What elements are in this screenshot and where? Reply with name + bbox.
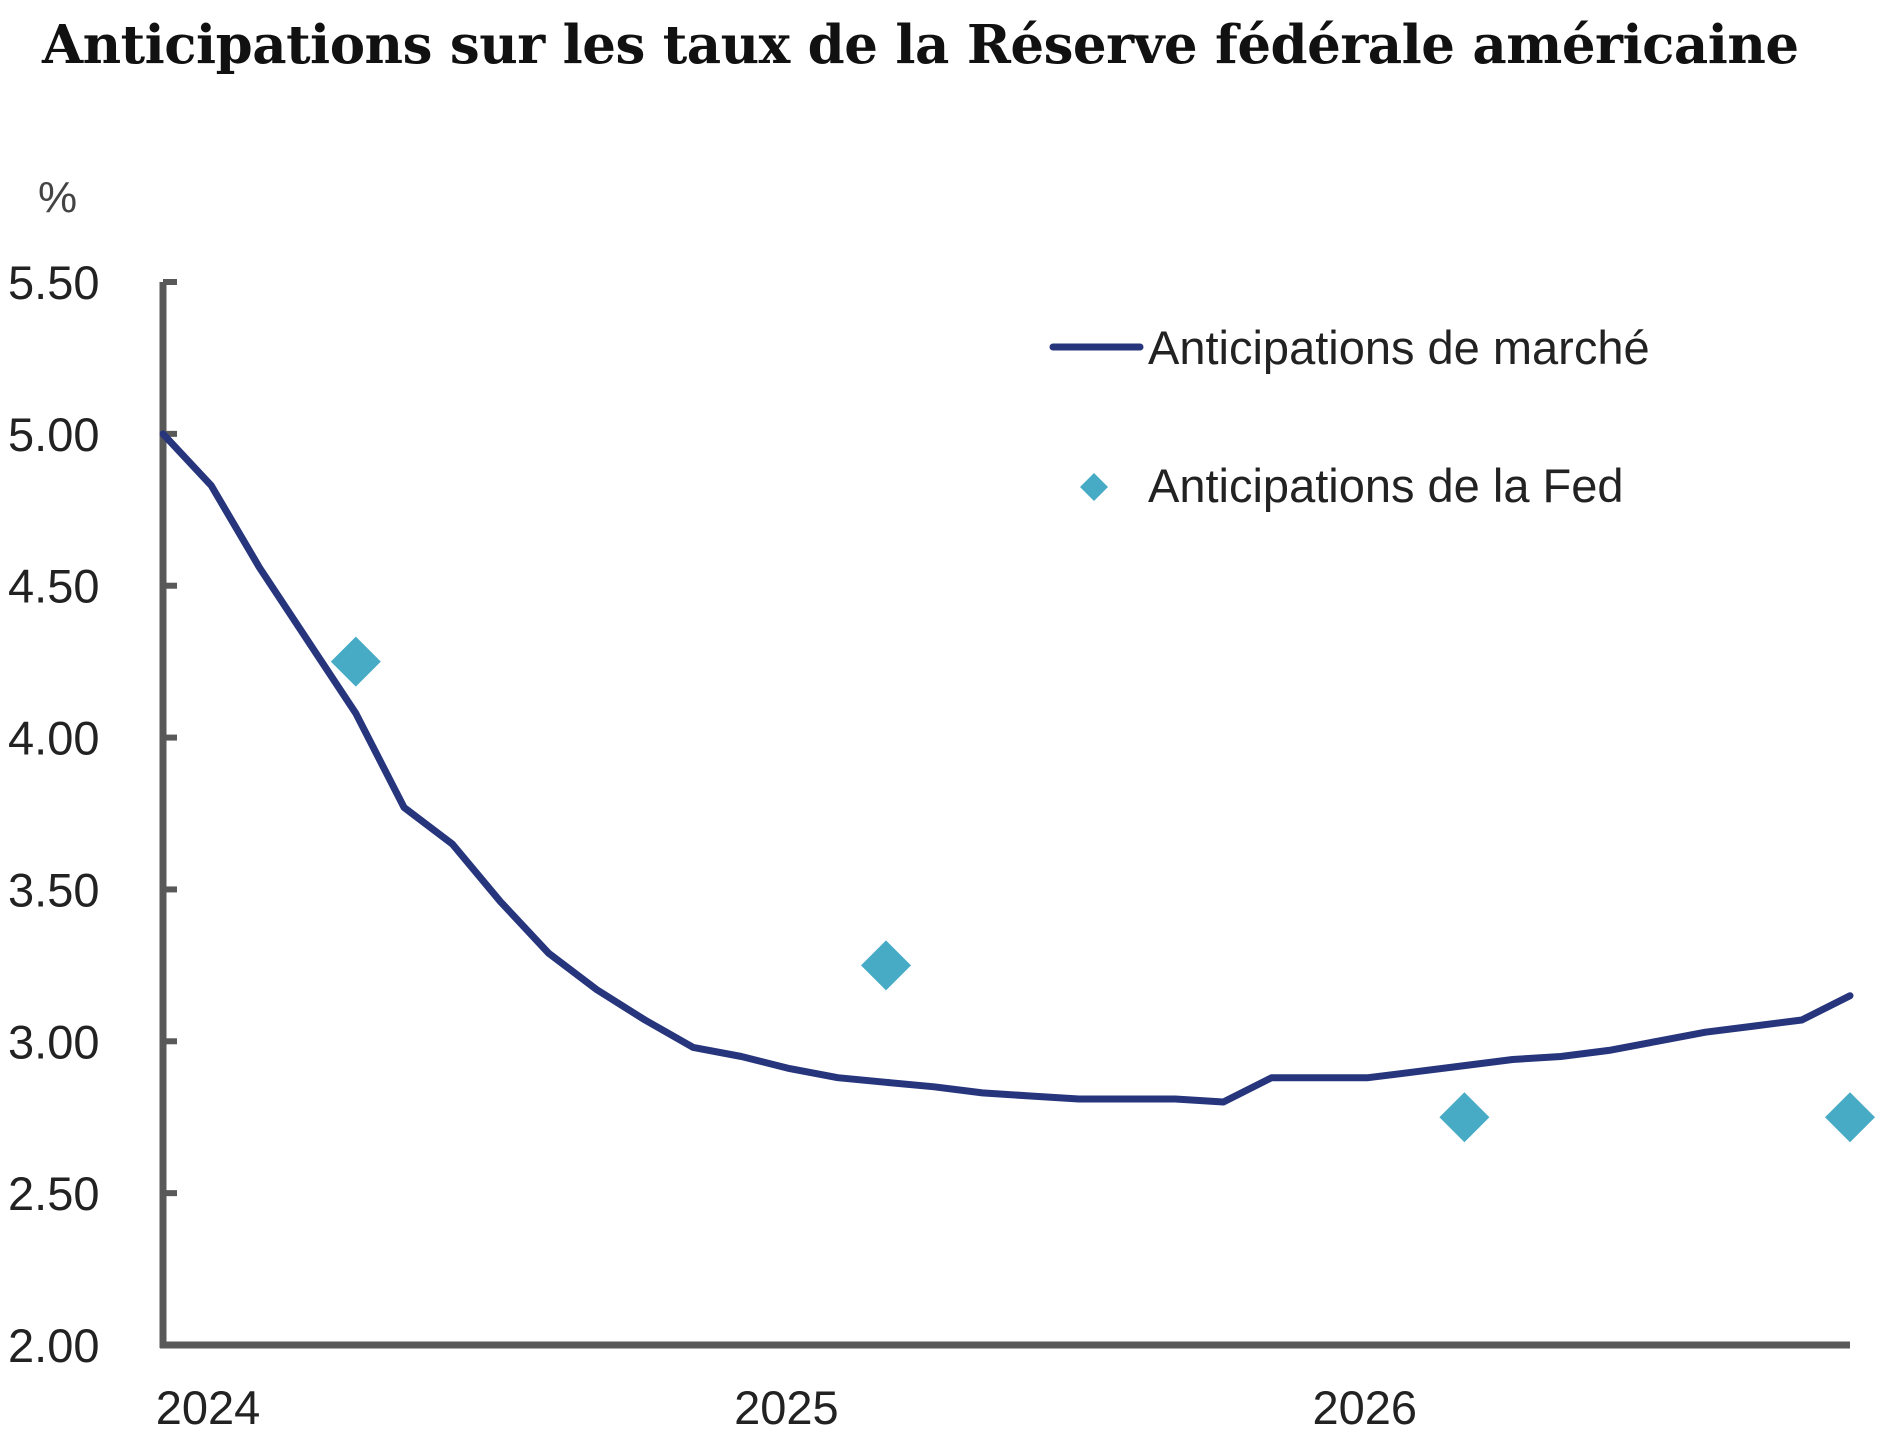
- fed-projection-point: [1825, 1092, 1875, 1143]
- series-layer: [159, 430, 1875, 1143]
- y-tick-label: 2.50: [8, 1167, 99, 1220]
- legend-diamond-swatch: [1080, 473, 1108, 501]
- fed-projection-point: [861, 940, 911, 991]
- fed-projection-point: [1439, 1092, 1490, 1143]
- y-tick-label: 5.00: [8, 408, 99, 461]
- y-tick-label: 4.50: [8, 560, 99, 613]
- x-axis-ticks: 2024 2025 2026: [156, 1381, 1417, 1434]
- x-tick-label: 2025: [734, 1381, 839, 1434]
- fed-projection-point: [330, 636, 381, 687]
- y-tick-label: 3.00: [8, 1015, 99, 1068]
- x-tick-label: 2026: [1313, 1381, 1418, 1434]
- y-tick-label: 4.00: [8, 712, 99, 765]
- y-axis-ticks: 2.00 2.50 3.00 3.50 4.00 4.50 5.00 5.50: [8, 256, 177, 1372]
- series-line-market-expectations: [159, 430, 1854, 1106]
- legend-label-market: Anticipations de marché: [1148, 321, 1650, 374]
- chart-title: Anticipations sur les taux de la Réserve…: [42, 14, 1799, 76]
- axes: [159, 282, 1850, 1349]
- legend: Anticipations de marché Anticipations de …: [1049, 321, 1650, 512]
- y-tick-label: 2.00: [8, 1319, 99, 1372]
- legend-label-fed: Anticipations de la Fed: [1148, 459, 1624, 512]
- y-tick-label: 3.50: [8, 863, 99, 916]
- y-tick-label: 5.50: [8, 256, 99, 309]
- x-tick-label: 2024: [156, 1381, 261, 1434]
- y-axis-unit-label: %: [38, 173, 77, 222]
